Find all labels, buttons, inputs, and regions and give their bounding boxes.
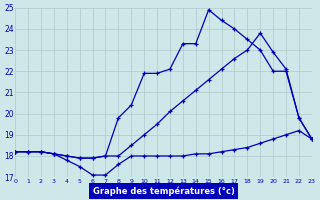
X-axis label: Graphe des températures (°c): Graphe des températures (°c) [92,186,235,196]
